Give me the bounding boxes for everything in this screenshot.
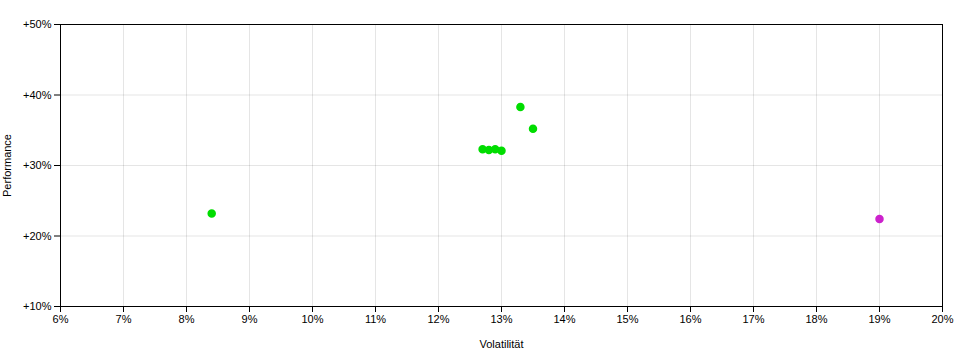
svg-text:+10%: +10% xyxy=(23,300,52,312)
svg-text:+30%: +30% xyxy=(23,159,52,171)
svg-text:Volatilität: Volatilität xyxy=(479,338,523,350)
svg-text:10%: 10% xyxy=(301,313,323,325)
svg-text:9%: 9% xyxy=(242,313,258,325)
svg-text:+40%: +40% xyxy=(23,89,52,101)
svg-text:13%: 13% xyxy=(490,313,512,325)
svg-text:11%: 11% xyxy=(365,313,386,325)
svg-text:15%: 15% xyxy=(616,313,638,325)
svg-text:14%: 14% xyxy=(553,313,575,325)
svg-text:16%: 16% xyxy=(679,313,701,325)
svg-text:+50%: +50% xyxy=(23,18,52,30)
svg-text:19%: 19% xyxy=(868,313,890,325)
svg-text:8%: 8% xyxy=(179,313,195,325)
svg-text:20%: 20% xyxy=(931,313,953,325)
svg-text:7%: 7% xyxy=(116,313,132,325)
svg-text:17%: 17% xyxy=(742,313,764,325)
svg-text:6%: 6% xyxy=(53,313,69,325)
svg-text:18%: 18% xyxy=(805,313,827,325)
svg-text:+20%: +20% xyxy=(23,230,52,242)
svg-text:Performance: Performance xyxy=(1,134,13,197)
svg-text:12%: 12% xyxy=(427,313,449,325)
